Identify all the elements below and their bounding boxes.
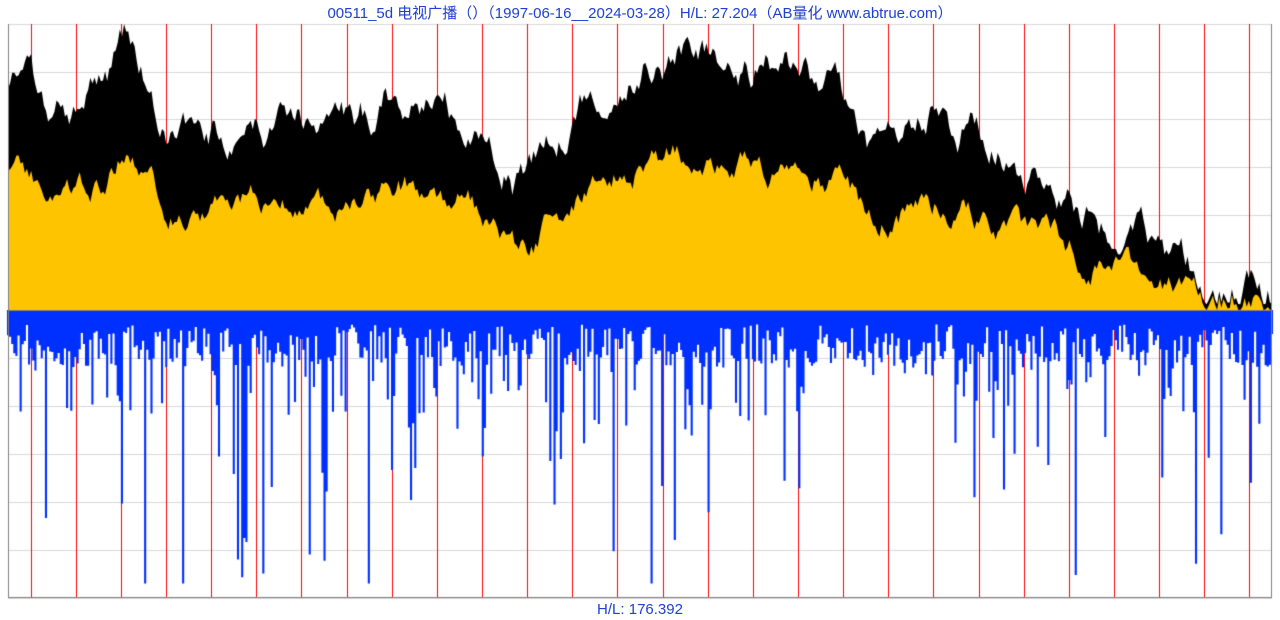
stock-chart: 00511_5d 电视广播（）（1997-06-16__2024-03-28）H… bbox=[0, 0, 1280, 620]
chart-title: 00511_5d 电视广播（）（1997-06-16__2024-03-28）H… bbox=[0, 2, 1280, 23]
chart-bottom-label: H/L: 176.392 bbox=[0, 601, 1280, 618]
chart-canvas bbox=[0, 0, 1280, 620]
